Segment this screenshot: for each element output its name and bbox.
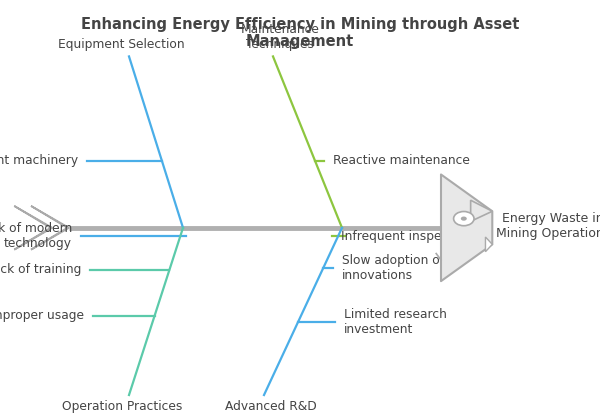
Circle shape <box>454 212 474 226</box>
Text: Equipment Selection: Equipment Selection <box>58 38 185 51</box>
Text: Lack of modern
technology: Lack of modern technology <box>0 222 72 250</box>
Text: Infrequent inspections: Infrequent inspections <box>341 229 478 243</box>
Polygon shape <box>485 237 493 252</box>
Circle shape <box>461 217 467 221</box>
Text: Maintenance
Techniques: Maintenance Techniques <box>241 23 320 51</box>
Polygon shape <box>14 206 52 228</box>
Polygon shape <box>31 228 69 250</box>
Text: Slow adoption of
innovations: Slow adoption of innovations <box>342 254 444 281</box>
Text: Limited research
investment: Limited research investment <box>344 308 446 336</box>
Text: Energy Waste in
Mining Operations: Energy Waste in Mining Operations <box>496 212 600 240</box>
Text: Reactive maintenance: Reactive maintenance <box>333 154 470 168</box>
Polygon shape <box>14 228 52 250</box>
Text: Improper usage: Improper usage <box>0 309 84 322</box>
Text: Enhancing Energy Efficiency in Mining through Asset
Management: Enhancing Energy Efficiency in Mining th… <box>81 17 519 49</box>
Text: Inefficient machinery: Inefficient machinery <box>0 154 78 168</box>
Polygon shape <box>441 174 493 281</box>
Polygon shape <box>470 200 493 222</box>
Text: Operation Practices: Operation Practices <box>62 400 182 413</box>
Text: Lack of training: Lack of training <box>0 263 81 276</box>
Polygon shape <box>31 206 69 228</box>
Text: Advanced R&D: Advanced R&D <box>226 400 317 413</box>
